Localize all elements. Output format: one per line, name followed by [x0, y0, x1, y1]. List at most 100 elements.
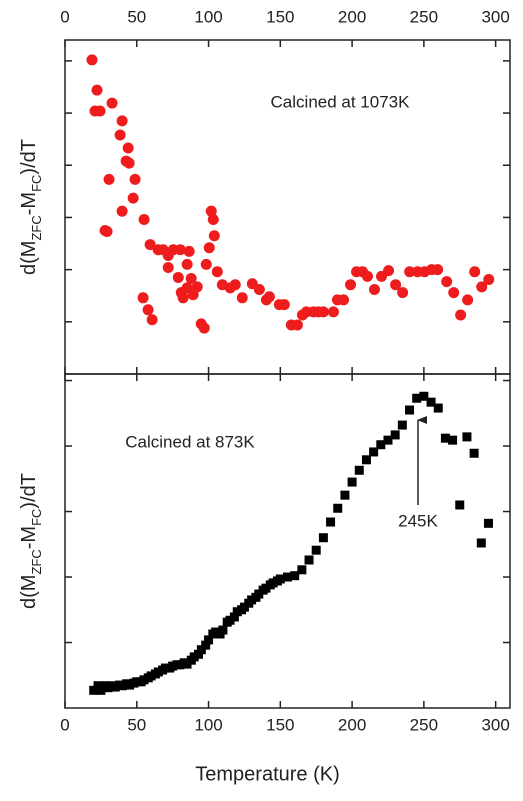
y-axis-label-part: d(M	[18, 575, 40, 609]
data-point	[345, 279, 357, 291]
data-point	[253, 283, 265, 295]
y-axis-label-part: -M	[18, 192, 40, 215]
data-point	[448, 287, 460, 299]
data-point	[326, 517, 336, 527]
plot-frame	[64, 373, 511, 709]
data-point	[469, 266, 481, 278]
x-tick-label: 0	[60, 7, 69, 26]
data-point	[278, 299, 290, 311]
data-point	[383, 435, 393, 445]
data-point	[93, 681, 103, 691]
data-point	[208, 230, 220, 242]
data-point	[200, 258, 212, 270]
data-point	[390, 430, 400, 440]
data-point	[198, 322, 210, 334]
data-point	[462, 432, 472, 442]
data-point	[317, 306, 329, 318]
x-tick-label: 100	[194, 7, 222, 26]
y-axis-label-part: ZFC	[29, 215, 44, 240]
data-point	[116, 115, 128, 127]
data-point	[483, 274, 495, 286]
data-point	[311, 545, 321, 555]
y-axis-label-part: d(M	[18, 241, 40, 275]
data-point	[318, 533, 328, 543]
data-point	[211, 266, 223, 278]
data-point	[337, 294, 349, 306]
data-point	[376, 440, 386, 450]
data-point	[291, 319, 303, 331]
data-point	[433, 403, 443, 413]
data-point	[196, 645, 206, 655]
data-point	[412, 393, 422, 403]
data-point	[369, 447, 379, 457]
data-point	[361, 270, 373, 282]
data-point	[383, 265, 395, 277]
y-axis-label: d(MZFC-MFC)/dT	[18, 139, 44, 275]
x-axis-label: Temperature (K)	[195, 763, 340, 785]
x-tick-label: 300	[481, 7, 509, 26]
data-point	[419, 391, 429, 401]
data-point	[91, 84, 103, 96]
data-point	[162, 262, 174, 274]
data-point	[397, 287, 409, 299]
y-axis-label-part: -M	[18, 526, 40, 549]
data-point	[86, 54, 98, 66]
data-point	[448, 435, 458, 445]
data-point	[440, 433, 450, 443]
data-point	[327, 306, 339, 318]
x-tick-label: 50	[127, 715, 146, 734]
data-point	[218, 625, 228, 635]
data-point	[462, 294, 474, 306]
y-axis-label: d(MZFC-MFC)/dT	[18, 473, 44, 609]
data-point	[455, 309, 467, 321]
x-tick-label: 300	[481, 715, 509, 734]
x-tick-label: 200	[338, 7, 366, 26]
data-point	[432, 264, 444, 276]
data-point	[304, 555, 314, 565]
y-axis-label-part: )/dT	[18, 473, 40, 509]
data-point	[129, 173, 141, 185]
data-point	[333, 503, 343, 513]
data-point	[114, 129, 126, 141]
data-point	[123, 157, 135, 169]
data-point	[297, 565, 307, 575]
y-axis-label-part: FC	[29, 509, 44, 526]
data-point	[283, 572, 292, 582]
data-point	[229, 612, 239, 622]
data-point	[185, 272, 197, 284]
y-axis-label-part: FC	[29, 175, 44, 192]
data-point	[476, 281, 488, 293]
data-point	[441, 276, 453, 288]
data-point	[94, 105, 106, 117]
data-point	[405, 405, 415, 415]
data-point	[483, 518, 493, 528]
data-point	[122, 142, 134, 154]
x-tick-label: 200	[338, 715, 366, 734]
x-tick-label: 100	[194, 715, 222, 734]
data-point	[426, 397, 436, 407]
y-axis-label-part: )/dT	[18, 139, 40, 175]
data-point	[263, 291, 275, 303]
x-tick-label: 250	[410, 7, 438, 26]
data-point	[361, 455, 371, 465]
data-point	[204, 635, 214, 645]
data-point	[127, 192, 139, 204]
x-tick-label: 50	[127, 7, 146, 26]
data-point	[455, 500, 465, 510]
data-point	[103, 173, 115, 185]
x-tick-label: 150	[266, 715, 294, 734]
x-tick-label: 250	[410, 715, 438, 734]
data-point	[205, 205, 217, 217]
data-point	[203, 242, 215, 254]
data-point	[469, 448, 479, 458]
data-point	[144, 239, 156, 251]
y-axis-label-part: ZFC	[29, 549, 44, 574]
data-point	[89, 685, 99, 695]
x-tick-label: 150	[266, 7, 294, 26]
data-point	[138, 214, 150, 226]
data-point	[106, 97, 118, 109]
data-point	[181, 258, 193, 270]
data-point	[236, 292, 248, 304]
data-point	[99, 224, 111, 236]
